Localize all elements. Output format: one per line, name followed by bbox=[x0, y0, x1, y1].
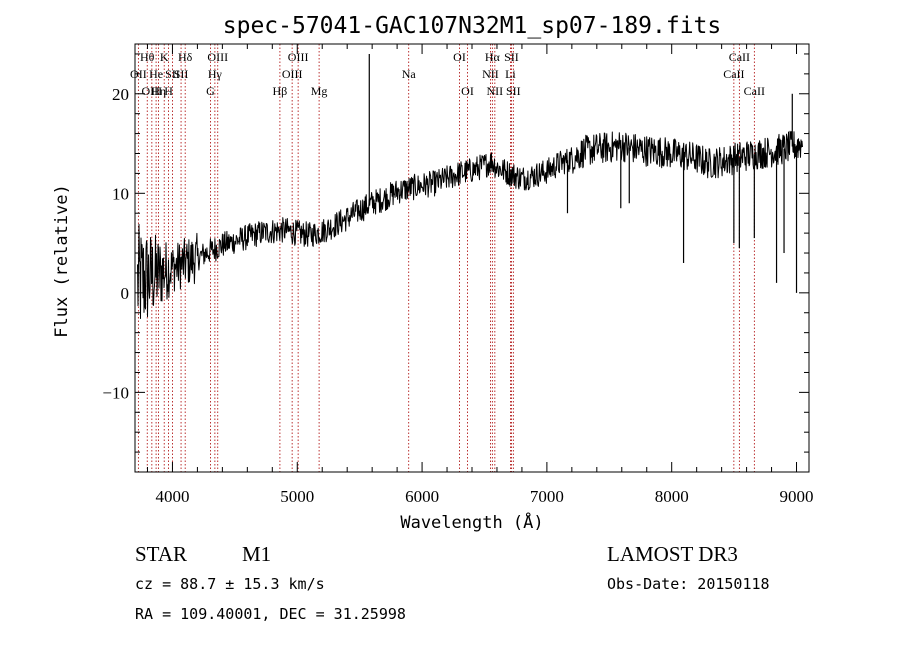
spectral-line-label: Hβ bbox=[273, 84, 288, 98]
object-class: STAR bbox=[135, 542, 187, 566]
x-tick-label: 5000 bbox=[280, 487, 314, 506]
spectrum-features bbox=[368, 53, 798, 293]
x-axis-label: Wavelength (Å) bbox=[400, 511, 543, 533]
spectral-line-label: OIII bbox=[282, 67, 303, 81]
y-axis-label: Flux (relative) bbox=[52, 184, 72, 338]
spectral-line-label: OIII bbox=[288, 50, 309, 64]
x-tick-label: 7000 bbox=[530, 487, 564, 506]
survey-name: LAMOST DR3 bbox=[607, 542, 738, 566]
spectral-line-label: OIII bbox=[142, 84, 163, 98]
spectral-line-label: Na bbox=[402, 67, 417, 81]
spectral-line-label: OI bbox=[461, 84, 474, 98]
spectral-line-label: He bbox=[149, 67, 163, 81]
spectral-line-label: SII bbox=[165, 67, 180, 81]
spectral-line-markers bbox=[137, 44, 755, 472]
spectral-line-label: K bbox=[160, 50, 169, 64]
spectral-line-label: CaII bbox=[744, 84, 765, 98]
spectral-line-label: SII bbox=[506, 84, 521, 98]
x-axis: 4000 5000 6000 7000 8000 9000 bbox=[146, 44, 814, 506]
plot-frame bbox=[134, 43, 810, 473]
spectral-line-label: Hγ bbox=[208, 67, 223, 81]
y-axis: −10 0 10 20 bbox=[102, 53, 809, 453]
spectral-line-label: Hθ bbox=[140, 50, 155, 64]
redshift-info: cz = 88.7 ± 15.3 km/s bbox=[135, 575, 325, 593]
x-tick-label: 9000 bbox=[780, 487, 814, 506]
spectral-line-label: NII bbox=[487, 84, 504, 98]
spectral-line-label: H bbox=[164, 84, 173, 98]
x-tick-label: 6000 bbox=[405, 487, 439, 506]
y-tick-label: 20 bbox=[112, 85, 129, 104]
spectral-line-label: NII bbox=[482, 67, 499, 81]
chart-title: spec-57041-GAC107N32M1_sp07-189.fits bbox=[223, 13, 722, 39]
spectrum-line bbox=[137, 130, 803, 319]
spectral-line-labels: OIIHθOIIIHeHηKHSIISIIHδGHγOIIIHβOIIIOIII… bbox=[130, 50, 765, 98]
spectral-line-label: OI bbox=[453, 50, 466, 64]
y-tick-label: −10 bbox=[102, 383, 129, 402]
y-tick-label: 10 bbox=[112, 184, 129, 203]
spectral-line-label: CaII bbox=[729, 50, 750, 64]
spectral-line-label: CaII bbox=[723, 67, 744, 81]
spectral-line-label: Hη bbox=[151, 84, 166, 98]
spectral-line-label: Li bbox=[505, 67, 516, 81]
spectral-line-label: Hδ bbox=[178, 50, 193, 64]
object-subclass: M1 bbox=[242, 542, 271, 566]
spectral-line-label: SII bbox=[504, 50, 519, 64]
x-tick-label: 4000 bbox=[155, 487, 189, 506]
spectral-line-label: Mg bbox=[311, 84, 328, 98]
spectral-line-label: Hα bbox=[485, 50, 501, 64]
obs-date: Obs-Date: 20150118 bbox=[607, 575, 770, 593]
spectral-line-label: SII bbox=[174, 67, 189, 81]
coordinates: RA = 109.40001, DEC = 31.25998 bbox=[135, 605, 406, 623]
spectral-line-label: OIII bbox=[207, 50, 228, 64]
x-tick-label: 8000 bbox=[655, 487, 689, 506]
y-tick-label: 0 bbox=[121, 284, 130, 303]
spectral-line-label: G bbox=[206, 84, 215, 98]
